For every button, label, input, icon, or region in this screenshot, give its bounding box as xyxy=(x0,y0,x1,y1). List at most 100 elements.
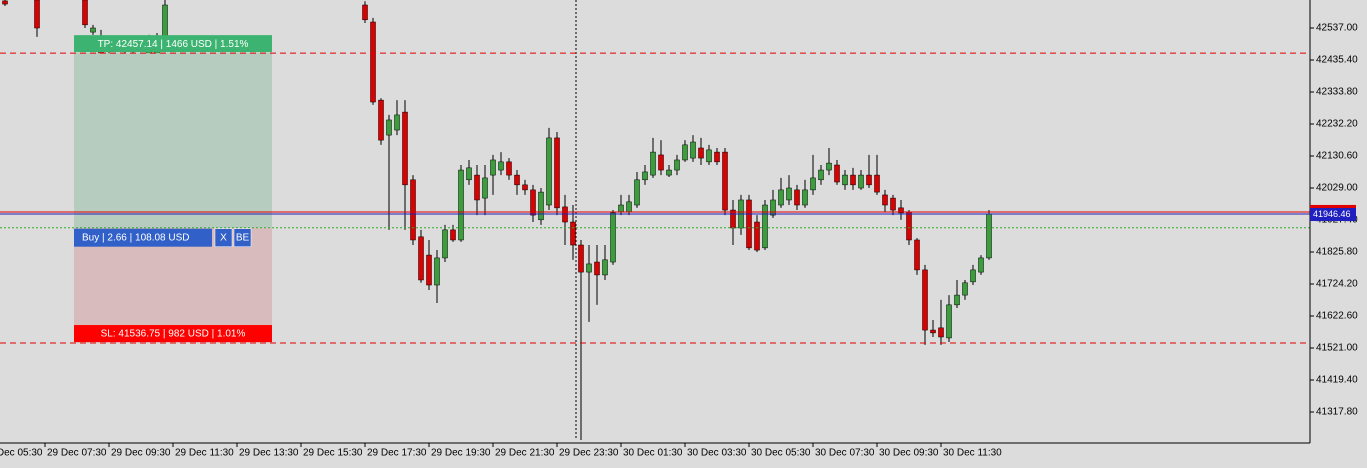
y-tick-label: 41724.20 xyxy=(1316,279,1358,290)
candle-body-up xyxy=(978,257,984,273)
x-tick-label: 30 Dec 05:30 xyxy=(751,448,811,459)
candle-body-up xyxy=(666,169,672,176)
y-tick-label: 41419.40 xyxy=(1316,375,1358,386)
candle-body-up xyxy=(962,282,968,296)
candle-body-up xyxy=(786,187,792,201)
x-tick-label: 29 Dec 17:30 xyxy=(367,448,427,459)
y-tick-label: 41317.80 xyxy=(1316,407,1358,418)
candle-body-down xyxy=(874,174,880,193)
sl-label-box xyxy=(74,325,272,343)
candle-body-up xyxy=(674,159,680,171)
y-tick-label: 42333.80 xyxy=(1316,87,1358,98)
x-tick-label: 30 Dec 07:30 xyxy=(815,448,875,459)
y-tick-label: 42029.00 xyxy=(1316,183,1358,194)
candle-body-up xyxy=(386,119,392,136)
candle-body-down xyxy=(890,197,896,211)
candle-body-up xyxy=(802,189,808,206)
trade-overlay: TP: 42457.14 | 1466 USD | 1.51% SL: 41536… xyxy=(0,35,1310,344)
entry-label: Buy | 2.66 | 108.08 USD xyxy=(82,232,189,243)
candle-body-up xyxy=(634,179,640,206)
candle-body-down xyxy=(866,174,872,186)
candle-body-down xyxy=(578,244,584,273)
candle-body-down xyxy=(714,151,720,163)
candle-body-down xyxy=(426,254,432,286)
candle-body-down xyxy=(530,189,536,216)
candle-body-up xyxy=(602,259,608,276)
candle-body-up xyxy=(546,137,552,206)
candle-body-down xyxy=(834,164,840,183)
candle-body-down xyxy=(898,207,904,214)
candle-body-down xyxy=(410,179,416,241)
y-tick-label: 41825.80 xyxy=(1316,247,1358,258)
candle-body-up xyxy=(818,169,824,181)
candle-body-up xyxy=(458,169,464,241)
entry-button[interactable] xyxy=(214,228,233,247)
candle-body-up xyxy=(586,263,592,273)
candle-body-up xyxy=(618,204,624,213)
candle-body-down xyxy=(906,211,912,241)
bid-label: 41946.46 xyxy=(1313,209,1351,219)
candle-body-down xyxy=(514,174,520,186)
candle-body-down xyxy=(754,221,760,251)
candle-body-up xyxy=(642,171,648,181)
candle-body-down xyxy=(2,0,8,5)
candle-body-up xyxy=(770,199,776,216)
candle-body-down xyxy=(746,199,752,249)
candle-body-down xyxy=(82,0,88,26)
candle-body-down xyxy=(402,111,408,186)
candle-body-down xyxy=(522,184,528,191)
y-tick-label: 41521.00 xyxy=(1316,343,1358,354)
candle-body-down xyxy=(730,209,736,229)
x-tick-label: 29 Dec 07:30 xyxy=(47,448,107,459)
tp-zone xyxy=(74,53,272,228)
candle-body-up xyxy=(778,189,784,206)
x-tick-label: 30 Dec 01:30 xyxy=(623,448,683,459)
candle-body-up xyxy=(762,204,768,249)
candle-body-down xyxy=(658,154,664,171)
candle-body-down xyxy=(922,269,928,331)
tp-label: TP: 42457.14 | 1466 USD | 1.51% xyxy=(98,39,249,50)
candle-body-down xyxy=(938,327,944,338)
candle-body-up xyxy=(626,201,632,213)
candle-body-up xyxy=(970,269,976,283)
candle-body-down xyxy=(418,236,424,281)
candle-body-up xyxy=(810,177,816,191)
entry-label-box xyxy=(74,228,212,247)
x-tick-label: 29 Dec 05:30 xyxy=(0,448,43,459)
candle-body-down xyxy=(370,21,376,103)
candle-body-down xyxy=(570,221,576,246)
candle-body-down xyxy=(378,99,384,141)
candle-body-up xyxy=(482,177,488,199)
candle-body-down xyxy=(882,194,888,206)
candle-body-up xyxy=(490,159,496,176)
candle-body-up xyxy=(858,174,864,189)
x-tick-label: 29 Dec 09:30 xyxy=(111,448,171,459)
candle-body-up xyxy=(706,149,712,163)
candle-body-up xyxy=(442,229,448,259)
candle-body-up xyxy=(826,162,832,171)
candle-body-up xyxy=(498,161,504,171)
candle-body-up xyxy=(90,27,96,33)
x-tick-label: 29 Dec 11:30 xyxy=(175,448,234,459)
candle-body-down xyxy=(554,137,560,209)
entry-button-label[interactable]: BE xyxy=(236,232,250,243)
x-tick-label: 29 Dec 13:30 xyxy=(239,448,299,459)
x-tick-label: 29 Dec 19:30 xyxy=(431,448,491,459)
candle-body-up xyxy=(946,304,952,339)
candle-body-up xyxy=(538,191,544,221)
y-tick-label: 42537.00 xyxy=(1316,23,1358,34)
candle-body-up xyxy=(842,174,848,186)
candle-body-up xyxy=(466,167,472,181)
candle-body-down xyxy=(474,174,480,201)
candle-body-down xyxy=(794,189,800,206)
candle-body-up xyxy=(610,212,616,263)
candle-body-up xyxy=(690,141,696,159)
candle-body-down xyxy=(362,4,368,21)
entry-button-label[interactable]: X xyxy=(220,232,227,243)
sl-label: SL: 41536.75 | 982 USD | 1.01% xyxy=(101,329,246,340)
entry-button[interactable] xyxy=(233,228,252,247)
bid-tag xyxy=(1310,208,1356,222)
candle-body-down xyxy=(450,229,456,241)
candle-body-up xyxy=(650,151,656,176)
